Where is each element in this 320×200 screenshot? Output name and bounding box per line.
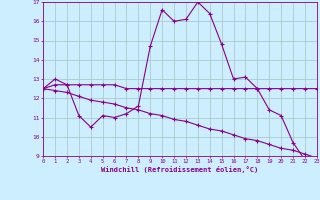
X-axis label: Windchill (Refroidissement éolien,°C): Windchill (Refroidissement éolien,°C) xyxy=(101,166,259,173)
